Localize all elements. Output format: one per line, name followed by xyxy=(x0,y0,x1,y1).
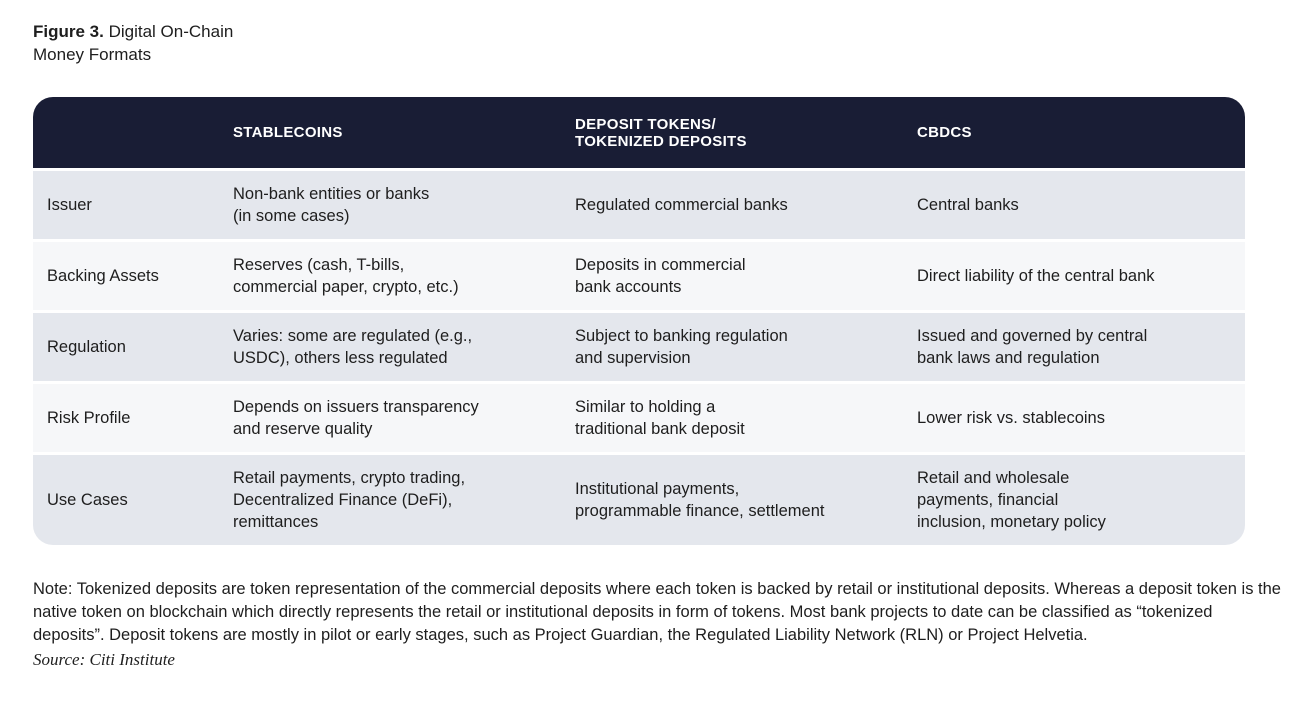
figure-title-line2: Money Formats xyxy=(33,45,152,64)
cell-usecases-stablecoins: Retail payments, crypto trading, Decentr… xyxy=(233,469,466,531)
cell-usecases-cbdcs: Retail and wholesale payments, financial… xyxy=(917,469,1106,531)
cell-regulation-stablecoins: Varies: some are regulated (e.g., USDC),… xyxy=(233,327,473,367)
cell-backing-cbdcs: Direct liability of the central bank xyxy=(917,267,1155,285)
money-formats-table: STABLECOINS DEPOSIT TOKENS/ TOKENIZED DE… xyxy=(33,97,1245,545)
table-row-backing-assets: Backing Assets Reserves (cash, T-bills, … xyxy=(33,242,1245,310)
figure-note: Note: Tokenized deposits are token repre… xyxy=(33,580,1281,644)
cell-issuer-deposit-tokens: Regulated commercial banks xyxy=(575,196,788,214)
table-row-regulation: Regulation Varies: some are regulated (e… xyxy=(33,313,1245,381)
header-cell-deposit-tokens: DEPOSIT TOKENS/ TOKENIZED DEPOSITS xyxy=(575,115,747,150)
table-header-row: STABLECOINS DEPOSIT TOKENS/ TOKENIZED DE… xyxy=(33,97,1245,168)
figure-source: Source: Citi Institute xyxy=(33,650,175,669)
figure-title: Figure 3. Digital On-Chain Money Formats xyxy=(33,20,1275,66)
cell-usecases-deposit-tokens: Institutional payments, programmable fin… xyxy=(575,480,825,520)
row-label: Regulation xyxy=(47,338,126,356)
row-label: Risk Profile xyxy=(47,409,131,427)
figure-page: Figure 3. Digital On-Chain Money Formats… xyxy=(33,20,1281,669)
cell-risk-deposit-tokens: Similar to holding a traditional bank de… xyxy=(575,398,745,438)
table-row-risk-profile: Risk Profile Depends on issuers transpar… xyxy=(33,384,1245,452)
cell-issuer-cbdcs: Central banks xyxy=(917,196,1019,214)
figure-title-line1: Figure 3. Digital On-Chain xyxy=(33,20,1275,43)
table-row-use-cases: Use Cases Retail payments, crypto tradin… xyxy=(33,455,1245,545)
cell-backing-deposit-tokens: Deposits in commercial bank accounts xyxy=(575,256,746,296)
cell-regulation-cbdcs: Issued and governed by central bank laws… xyxy=(917,327,1148,367)
cell-regulation-deposit-tokens: Subject to banking regulation and superv… xyxy=(575,327,788,367)
figure-title-text: Digital On-Chain xyxy=(103,22,234,41)
table-row-issuer: Issuer Non-bank entities or banks (in so… xyxy=(33,171,1245,239)
row-label: Use Cases xyxy=(47,491,128,509)
cell-issuer-stablecoins: Non-bank entities or banks (in some case… xyxy=(233,185,430,225)
cell-risk-cbdcs: Lower risk vs. stablecoins xyxy=(917,409,1105,427)
cell-backing-stablecoins: Reserves (cash, T-bills, commercial pape… xyxy=(233,256,459,296)
row-label: Issuer xyxy=(47,196,92,214)
figure-number: Figure 3. xyxy=(33,22,104,41)
row-label: Backing Assets xyxy=(47,267,159,285)
header-cell-empty xyxy=(33,123,233,143)
cell-risk-stablecoins: Depends on issuers transparency and rese… xyxy=(233,398,479,438)
header-cell-cbdcs: CBDCS xyxy=(917,124,972,141)
header-cell-stablecoins: STABLECOINS xyxy=(233,124,343,141)
